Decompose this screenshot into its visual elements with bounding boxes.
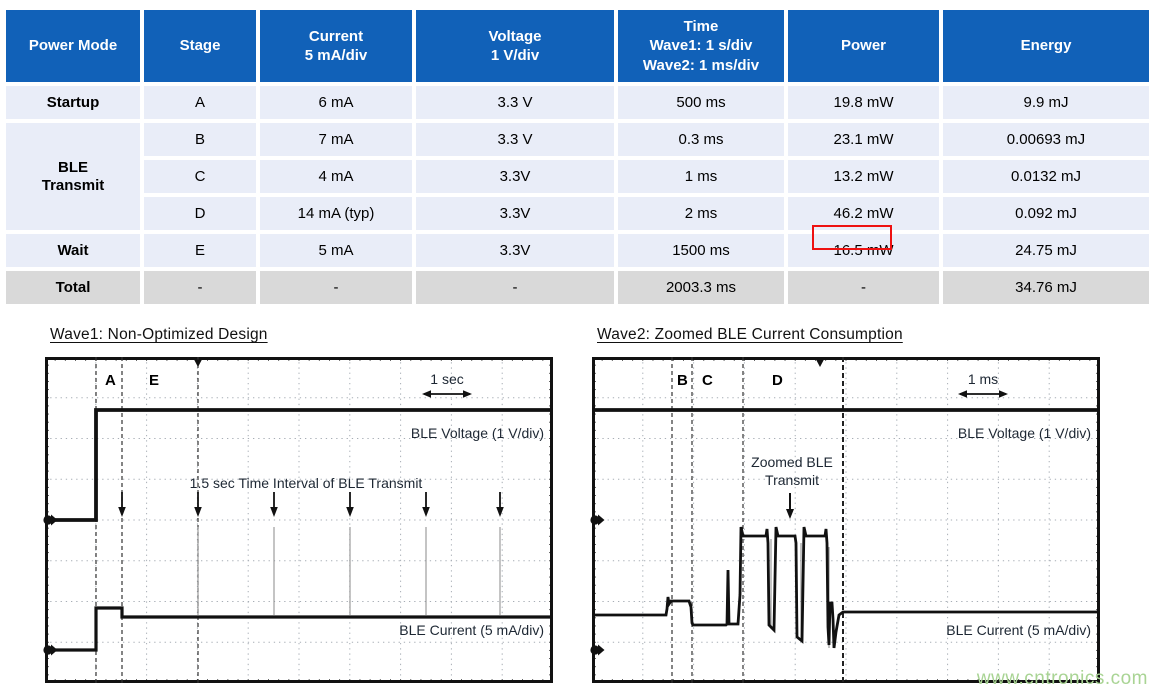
wave1-scope: A E 1 sec BLE Voltage (1 V/div) 1.5 sec …	[43, 357, 553, 683]
table-cell: 14 mA (typ)	[260, 197, 412, 230]
power-table-wrap: Power Mode Stage Current 5 mA/div Voltage 1 V…	[2, 6, 1153, 308]
table-cell: 3.3 V	[416, 123, 614, 156]
table-cell: 0.0132 mJ	[943, 160, 1149, 193]
wave1-timebase-label: 1 sec	[430, 371, 463, 387]
table-cell: 1 ms	[618, 160, 784, 193]
wave2-timebase-label: 1 ms	[968, 371, 998, 387]
highlight-box-power-wait	[812, 225, 892, 250]
column-header: Time Wave1: 1 s/div Wave2: 1 ms/div	[618, 10, 784, 82]
wave1-interval-annotation: 1.5 sec Time Interval of BLE Transmit	[190, 475, 423, 491]
table-cell: 9.9 mJ	[943, 86, 1149, 119]
table-cell: -	[144, 271, 256, 304]
wave1-voltage-channel-label: BLE Voltage (1 V/div)	[411, 425, 544, 441]
table-cell: 34.76 mJ	[943, 271, 1149, 304]
column-header: Power	[788, 10, 939, 82]
table-cell: 13.2 mW	[788, 160, 939, 193]
table-cell: 19.8 mW	[788, 86, 939, 119]
column-header: Stage	[144, 10, 256, 82]
table-cell: 2 ms	[618, 197, 784, 230]
table-cell: BLE Transmit	[6, 123, 140, 230]
table-cell: A	[144, 86, 256, 119]
wave2-title: Wave2: Zoomed BLE Current Consumption	[597, 326, 903, 343]
table-row: Total - - -2003.3 ms -34.76 mJ	[6, 271, 1149, 304]
wave2-voltage-zero-marker	[590, 514, 605, 526]
wave2-transmit-annotation-line2: Transmit	[765, 472, 819, 488]
wave2-stage-d-label: D	[772, 372, 783, 389]
watermark: www.cntronics.com	[976, 668, 1148, 689]
wave2-stage-c-label: C	[702, 372, 713, 389]
wave1-trigger-marker-icon	[194, 359, 202, 367]
power-table: Power Mode Stage Current 5 mA/div Voltage 1 V…	[2, 6, 1153, 308]
table-cell: 0.092 mJ	[943, 197, 1149, 230]
power-table-head: Power Mode Stage Current 5 mA/div Voltage 1 V…	[6, 10, 1149, 82]
wave2-voltage-channel-label: BLE Voltage (1 V/div)	[958, 425, 1091, 441]
table-cell: Total	[6, 271, 140, 304]
column-header: Power Mode	[6, 10, 140, 82]
table-cell: C	[144, 160, 256, 193]
wave2-current-zero-marker	[590, 644, 605, 656]
wave1-stage-a-label: A	[105, 372, 116, 389]
table-cell: 0.3 ms	[618, 123, 784, 156]
wave1-title: Wave1: Non-Optimized Design	[50, 326, 268, 343]
table-cell: 0.00693 mJ	[943, 123, 1149, 156]
wave1-timebase-arrow-icon	[422, 390, 472, 398]
table-cell: Startup	[6, 86, 140, 119]
wave1-current-channel-label: BLE Current (5 mA/div)	[399, 622, 544, 638]
wave2-timebase-arrow-icon	[958, 390, 1008, 398]
wave1-current-trace	[45, 606, 551, 652]
table-cell: 500 ms	[618, 86, 784, 119]
table-cell: E	[144, 234, 256, 267]
table-cell: 3.3V	[416, 160, 614, 193]
wave2-transmit-annotation-line1: Zoomed BLE	[751, 454, 833, 470]
table-cell: 3.3 V	[416, 86, 614, 119]
table-cell: -	[260, 271, 412, 304]
table-row: Wait E 5 mA 3.3V 1500 ms 16.5 mW 24.75 mJ	[6, 234, 1149, 267]
wave2-graticule	[592, 357, 1100, 683]
table-cell: 24.75 mJ	[943, 234, 1149, 267]
table-cell: 1500 ms	[618, 234, 784, 267]
wave1-interval-arrows	[118, 492, 504, 615]
table-cell: 23.1 mW	[788, 123, 939, 156]
table-cell: 46.2 mW	[788, 197, 939, 230]
wave2-trigger-marker-icon	[816, 359, 824, 367]
column-header: Current 5 mA/div	[260, 10, 412, 82]
wave1-voltage-zero-marker	[43, 514, 58, 526]
power-table-body: Startup A 6 mA 3.3 V 500 ms 19.8 mW 9.9 mJ BLE T…	[6, 86, 1149, 304]
table-row: BLE Transmit B 7 mA 3.3 V 0.3 ms 23.1 mW 0.0069…	[6, 123, 1149, 230]
table-cell: 3.3V	[416, 234, 614, 267]
table-cell: 3.3V	[416, 197, 614, 230]
table-cell: 5 mA	[260, 234, 412, 267]
column-header: Voltage 1 V/div	[416, 10, 614, 82]
wave2-transmit-pointer-arrow-icon	[786, 493, 794, 519]
table-cell: -	[416, 271, 614, 304]
column-header: Energy	[943, 10, 1149, 82]
table-row: Startup A 6 mA 3.3 V 500 ms 19.8 mW 9.9 mJ	[6, 86, 1149, 119]
wave2-stage-b-label: B	[677, 372, 688, 389]
wave1-stage-e-label: E	[149, 372, 159, 389]
wave2-scope: B C D 1 ms BLE Voltage (1 V/div) Zoomed …	[590, 357, 1100, 683]
table-cell: B	[144, 123, 256, 156]
table-row: D 14 mA (typ) 3.3V 2 ms 46.2 mW 0.092 mJ	[6, 197, 1149, 230]
table-cell: 7 mA	[260, 123, 412, 156]
wave1-voltage-trace	[45, 408, 551, 522]
wave2-current-trace	[592, 526, 1098, 649]
table-cell: 4 mA	[260, 160, 412, 193]
table-cell: Wait	[6, 234, 140, 267]
wave1-graticule	[45, 357, 553, 683]
wave2-current-channel-label: BLE Current (5 mA/div)	[946, 622, 1091, 638]
table-cell: 6 mA	[260, 86, 412, 119]
table-cell: D	[144, 197, 256, 230]
wave1-current-zero-marker	[43, 644, 58, 656]
table-cell: 2003.3 ms	[618, 271, 784, 304]
table-cell: -	[788, 271, 939, 304]
